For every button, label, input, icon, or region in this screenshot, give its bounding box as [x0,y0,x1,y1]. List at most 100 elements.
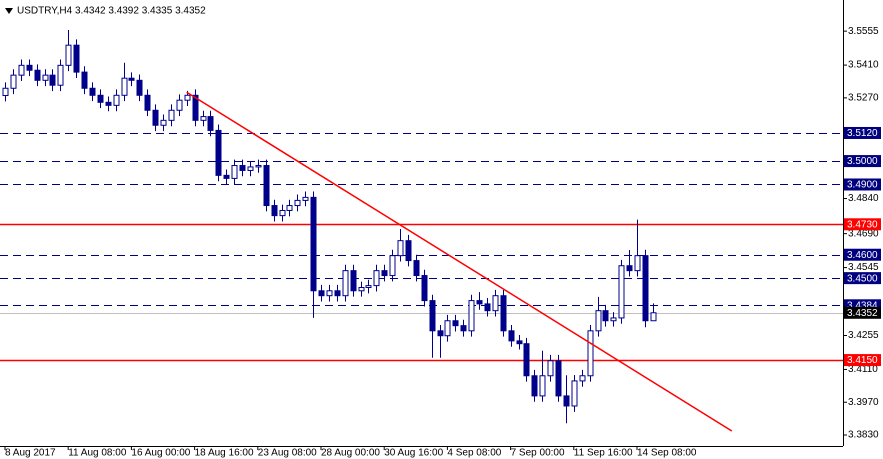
candle-body [476,300,483,305]
candle-body [350,270,357,292]
candle-body [326,290,333,297]
x-tick-label: 23 Aug 08:00 [258,448,317,459]
candle-body [500,295,507,332]
candle-body [626,265,633,272]
candle-body [484,303,491,312]
chart-title: USDTRY,H4 3.4342 3.4392 3.4335 3.4352 [17,6,206,17]
candle-body [587,330,594,377]
x-tick-label: 16 Aug 00:00 [131,448,190,459]
candle-body [318,290,325,297]
y-tick-label: 3.4690 [848,228,879,239]
candle-body [200,116,207,121]
x-tick-label: 7 Sep 00:00 [511,448,565,459]
x-tick-label: 18 Aug 16:00 [195,448,254,459]
candle-body [26,64,33,71]
trend-line [186,91,733,432]
level-label: 3.4600 [847,250,878,261]
candle-body [602,310,609,322]
candle-body [65,44,72,66]
candle-body [279,209,286,217]
level-label: 3.4500 [847,273,878,284]
candle-body [144,94,151,111]
x-tick-label: 4 Sep 08:00 [447,448,501,459]
candle-body [271,205,278,217]
level-label-box [844,354,881,367]
candle-body [10,74,17,89]
level-label-box [844,248,881,261]
menu-triangle [5,8,13,14]
candle-body [42,74,49,81]
candle-body [595,310,602,332]
candle-body [405,240,412,262]
y-tick-label: 3.3970 [848,397,879,408]
level-label-box [844,306,881,319]
candle-body [468,300,475,332]
candle-body [263,165,270,207]
candle-body [429,300,436,332]
candle-body [342,270,349,297]
level-label: 3.5000 [847,156,878,167]
candle-body [128,77,135,81]
candle-body [152,109,159,126]
candle-body [555,360,562,397]
candle-body [389,255,396,277]
candle-body [642,255,649,322]
candle-body [421,275,428,302]
level-label: 3.4384 [847,300,878,311]
candle-body [413,260,420,277]
candle-body [610,317,617,322]
y-tick-label: 3.3830 [848,430,879,441]
candle-body [302,196,309,201]
candle-body [381,270,388,277]
x-tick-label: 11 Aug 08:00 [68,448,127,459]
candle-body [73,44,80,73]
candle-body [294,199,301,207]
candle-body [49,74,56,86]
level-label-box [844,155,881,168]
candle-body [492,295,499,312]
candle-body [286,205,293,211]
candle-body [373,270,380,287]
level-label-box [844,178,881,191]
x-tick-label: 14 Sep 08:00 [637,448,697,459]
candle-body [34,69,41,81]
candle-body [452,320,459,327]
candle-body [563,395,570,407]
candle-body [113,94,120,106]
candle-body [358,287,365,292]
candle-body [579,375,586,382]
candle-body [516,340,523,345]
candle-body [571,380,578,407]
level-label: 3.4900 [847,180,878,191]
y-tick-label: 3.4545 [848,262,879,273]
candle-body [168,109,175,121]
x-tick-label: 11 Sep 16:00 [574,448,633,459]
level-label-box [844,218,881,231]
level-label: 3.4352 [847,308,878,319]
candle-body [105,101,112,106]
candle-body [618,265,625,319]
candle-body [531,375,538,397]
candle-body [397,240,404,257]
candle-body [223,174,230,179]
candle-body [310,196,317,292]
candle-body [207,116,214,131]
candle-body [547,360,554,377]
candle-body [231,165,238,179]
candle-body [81,71,88,89]
y-tick-label: 3.4840 [848,193,879,204]
candle-body [97,94,104,103]
candle-body [437,330,444,337]
candle-body [444,320,451,337]
candle-body [460,325,467,332]
y-tick-label: 3.5555 [848,26,879,37]
candle-body [160,119,167,126]
candle-body [89,87,96,96]
candle-body [255,165,262,168]
candle-body [650,312,657,322]
candle-body [247,166,254,171]
candle-body [121,77,128,96]
